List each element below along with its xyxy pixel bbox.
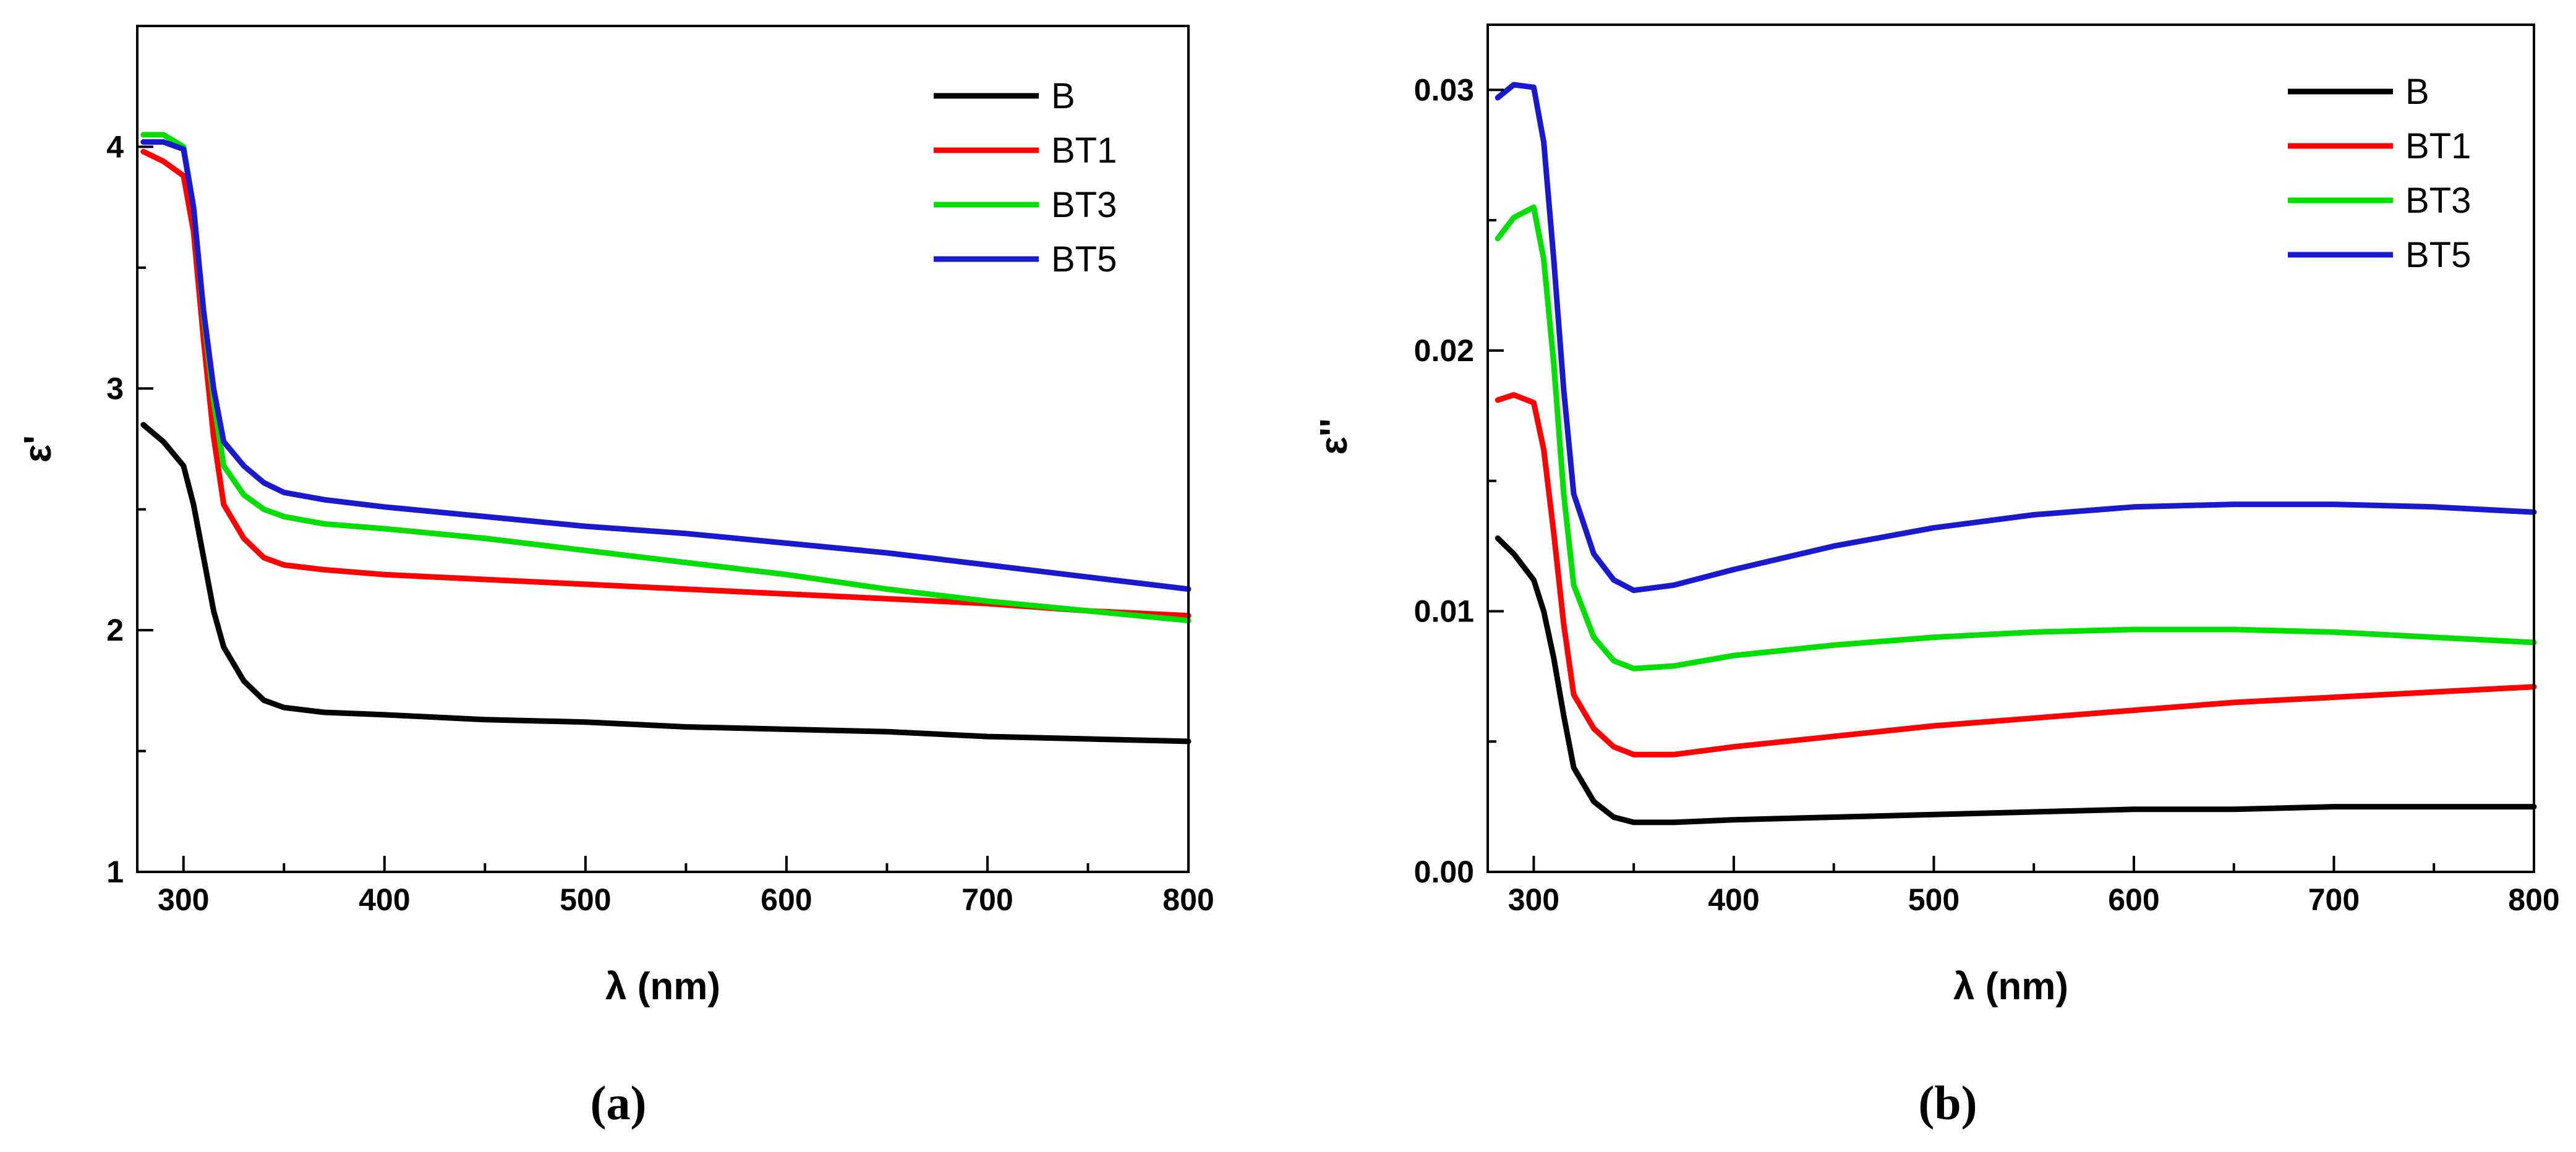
panel-b-x-axis-title: λ (nm): [1953, 965, 2068, 1008]
panel-a-x-axis-title: λ (nm): [605, 965, 720, 1008]
panel-a-caption: (a): [591, 1076, 647, 1130]
panel-a-series-line-bt5: [140, 139, 1192, 592]
panel-b-series-line-b: [1495, 535, 2537, 826]
panel-a-x-tick-label: 400: [359, 882, 410, 917]
panel-a-y-tick-label: 1: [106, 855, 124, 889]
panel-b-y-tick-label: 0.02: [1414, 333, 1474, 368]
panel-a-x-tick-label: 800: [1162, 882, 1214, 917]
panel-a-legend-label-bt1: BT1: [1051, 130, 1117, 171]
panel-b-x-tick-label: 500: [1908, 882, 1960, 917]
panel-a-y-axis-title: ε': [17, 435, 59, 463]
panel-a-plot-area: [140, 132, 1192, 745]
panel-b-plot-area: [1495, 82, 2537, 826]
panel-b-plot-frame: [1486, 23, 2535, 873]
panel-b-x-tick-label: 700: [2308, 882, 2360, 917]
panel-a-legend: B BT1 BT3 BT5: [934, 76, 1117, 279]
panel-b-legend-label-b: B: [2405, 72, 2429, 112]
panel-b-legend: B BT1 BT3 BT5: [2288, 72, 2471, 275]
panel-a-x-tick-label: 300: [158, 882, 209, 917]
panel-b-series-line-bt3: [1495, 204, 2537, 672]
panel-b-y-axis-title: ε'': [1313, 419, 1355, 455]
panel-b-x-tick-label: 600: [2108, 882, 2159, 917]
panel-b-series-line-bt5: [1495, 82, 2537, 594]
panel-b-chart: 300 400 500 600 700 800 0.00 0.01 0.02 0.03 λ (nm…: [1313, 23, 2560, 1130]
panel-b-x-tick-label: 400: [1708, 882, 1759, 917]
panel-a-legend-label-b: B: [1051, 76, 1075, 116]
panel-a-y-tick-label: 3: [106, 371, 124, 406]
panel-b-legend-label-bt3: BT3: [2405, 181, 2471, 221]
panel-a-series-line-b: [140, 422, 1192, 745]
panel-b-legend-label-bt5: BT5: [2405, 235, 2471, 275]
panel-b-series-line-bt1: [1495, 392, 2537, 757]
panel-b-axes: 300 400 500 600 700 800 0.00 0.01 0.02 0.03: [1414, 72, 2560, 917]
panel-b-x-tick-label: 300: [1508, 882, 1559, 917]
panel-b-y-tick-label: 0.03: [1414, 72, 1474, 107]
panel-a-legend-label-bt5: BT5: [1051, 239, 1117, 279]
panel-b-y-tick-label: 0.00: [1414, 855, 1474, 889]
panel-b-caption: (b): [1918, 1076, 1977, 1130]
panel-a-y-tick-label: 4: [106, 129, 124, 164]
panel-a-axes: 300 400 500 600 700 800 1 2 3 4: [106, 25, 1214, 917]
panel-a-series-line-bt3: [140, 132, 1192, 623]
panel-b-x-tick-label: 800: [2508, 882, 2559, 917]
panel-a-chart: 300 400 500 600 700 800 1 2 3 4 λ (nm) ε' B BT1 BT3…: [17, 25, 1214, 1130]
panel-a-x-tick-label: 700: [962, 882, 1013, 917]
panel-a-series-line-bt1: [140, 148, 1192, 619]
panel-a-y-tick-label: 2: [106, 613, 124, 647]
panel-a-legend-label-bt3: BT3: [1051, 185, 1117, 225]
panel-a-x-tick-label: 600: [761, 882, 812, 917]
panel-a-plot-frame: [136, 25, 1190, 873]
panel-b-y-tick-label: 0.01: [1414, 594, 1474, 628]
panel-a-x-tick-label: 500: [560, 882, 611, 917]
panel-b-legend-label-bt1: BT1: [2405, 126, 2471, 166]
